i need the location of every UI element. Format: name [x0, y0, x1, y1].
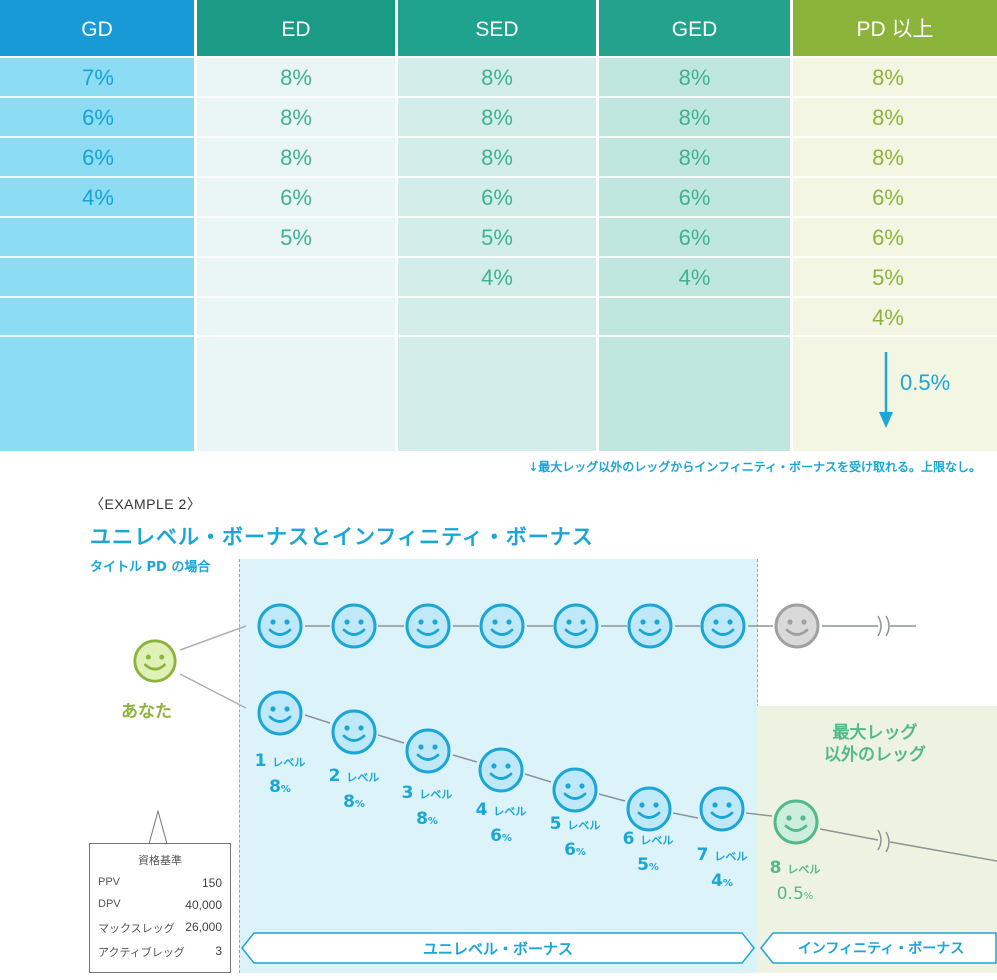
unilevel-banner-shape	[241, 932, 755, 964]
criteria-row: DPV 40,000	[98, 898, 222, 912]
cell-ed-1: 8%	[280, 65, 312, 90]
level-3-label: 3 レベル 8%	[401, 783, 453, 829]
infinity-rate: 0.5%	[900, 370, 951, 395]
infinity-banner-shape	[760, 932, 997, 964]
column-bg-sed	[398, 58, 596, 451]
cell-pd-3: 8%	[872, 145, 904, 170]
row-divider	[0, 296, 997, 298]
cell-gd-1: 7%	[82, 65, 114, 90]
level-3-smiley-icon	[405, 728, 451, 774]
cell-gd-3: 6%	[82, 145, 114, 170]
header-pd: PD 以上	[793, 0, 997, 56]
example-subtitle: タイトル PD の場合	[90, 560, 211, 575]
row-divider	[0, 136, 997, 138]
you-smiley-icon	[133, 639, 177, 683]
cell-ged-4: 6%	[678, 185, 711, 210]
cell-pd-2: 8%	[872, 105, 904, 130]
cell-pd-7: 4%	[872, 305, 904, 330]
row-divider	[0, 176, 997, 178]
cell-ed-5: 5%	[280, 225, 312, 250]
row-divider	[0, 216, 997, 218]
level-1-smiley-icon	[257, 690, 303, 736]
header-ed: ED	[197, 0, 395, 56]
cell-sed-6: 4%	[481, 265, 513, 290]
level-1-label: 1 レベル 8%	[254, 751, 306, 797]
max-leg-label: 最大レッグ 以外のレッグ	[824, 723, 926, 765]
top-row-smiley-icon	[331, 603, 377, 649]
criteria-row: PPV 150	[98, 876, 222, 890]
criteria-row: アクティブレッグ 3	[98, 944, 222, 959]
cell-ed-4: 6%	[280, 185, 312, 210]
cell-gd-2: 6%	[82, 105, 114, 130]
cell-ged-3: 8%	[678, 145, 711, 170]
column-bg-ed	[197, 58, 395, 451]
top-row-smiley-icon	[700, 603, 746, 649]
cell-sed-2: 8%	[481, 105, 513, 130]
criteria-row: マックスレッグ 26,000	[98, 920, 222, 935]
level-4-label: 4 レベル 6%	[475, 800, 527, 846]
level-4-smiley-icon	[478, 747, 524, 793]
infinity-banner: インフィニティ・ボーナス	[797, 941, 965, 957]
cell-gd-4: 4%	[82, 185, 114, 210]
top-row-smiley-icon	[627, 603, 673, 649]
example-label: 〈EXAMPLE 2〉	[90, 496, 202, 512]
header-sed: SED	[398, 0, 596, 56]
level-7-smiley-icon	[699, 786, 745, 832]
cell-sed-5: 5%	[481, 225, 513, 250]
example-title: ユニレベル・ボーナスとインフィニティ・ボーナス	[90, 525, 594, 549]
cell-ged-2: 8%	[678, 105, 711, 130]
cell-ged-5: 6%	[678, 225, 711, 250]
qualification-criteria-box: 資格基準 PPV 150 DPV 40,000 マックスレッグ 26,000 アクティ…	[89, 843, 231, 973]
criteria-title: 資格基準	[138, 854, 182, 867]
cell-pd-5: 6%	[872, 225, 904, 250]
level-6-smiley-icon	[626, 786, 672, 832]
level-8-label: 8 レベル 0.5%	[769, 858, 821, 904]
down-arrow-icon	[879, 352, 893, 428]
gray-smiley-icon	[774, 603, 820, 649]
top-row-smiley-icon	[553, 603, 599, 649]
row-divider	[0, 335, 997, 337]
level-5-smiley-icon	[552, 767, 598, 813]
cell-ged-6: 4%	[678, 265, 711, 290]
column-bg-ged	[599, 58, 790, 451]
level-6-label: 6 レベル 5%	[622, 829, 674, 875]
level-5-label: 5 レベル 6%	[549, 814, 601, 860]
cell-sed-4: 6%	[481, 185, 513, 210]
cell-pd-4: 6%	[872, 185, 904, 210]
you-label: あなた	[121, 702, 172, 722]
level-8-smiley-icon	[773, 799, 819, 845]
level-2-smiley-icon	[331, 709, 377, 755]
row-divider	[0, 96, 997, 98]
cell-sed-3: 8%	[481, 145, 513, 170]
criteria-pointer	[148, 810, 168, 846]
cell-pd-1: 8%	[872, 65, 904, 90]
cell-ed-3: 8%	[280, 145, 312, 170]
cell-sed-1: 8%	[481, 65, 513, 90]
cell-ged-1: 8%	[678, 65, 711, 90]
top-row-smiley-icon	[479, 603, 525, 649]
level-2-label: 2 レベル 8%	[328, 766, 380, 812]
top-row-smiley-icon	[257, 603, 303, 649]
top-row-smiley-icon	[405, 603, 451, 649]
level-7-label: 7 レベル 4%	[696, 845, 748, 891]
cell-pd-6: 5%	[872, 265, 904, 290]
column-bg-pd	[793, 58, 997, 451]
cell-ed-2: 8%	[280, 105, 312, 130]
infinity-note: ↓最大レッグ以外のレッグからインフィニティ・ボーナスを受け取れる。上限なし。	[528, 460, 981, 474]
row-divider	[0, 256, 997, 258]
header-ged: GED	[599, 0, 790, 56]
header-gd: GD	[0, 0, 194, 56]
column-bg-gd	[0, 58, 194, 451]
unilevel-banner: ユニレベル・ボーナス	[422, 940, 573, 958]
